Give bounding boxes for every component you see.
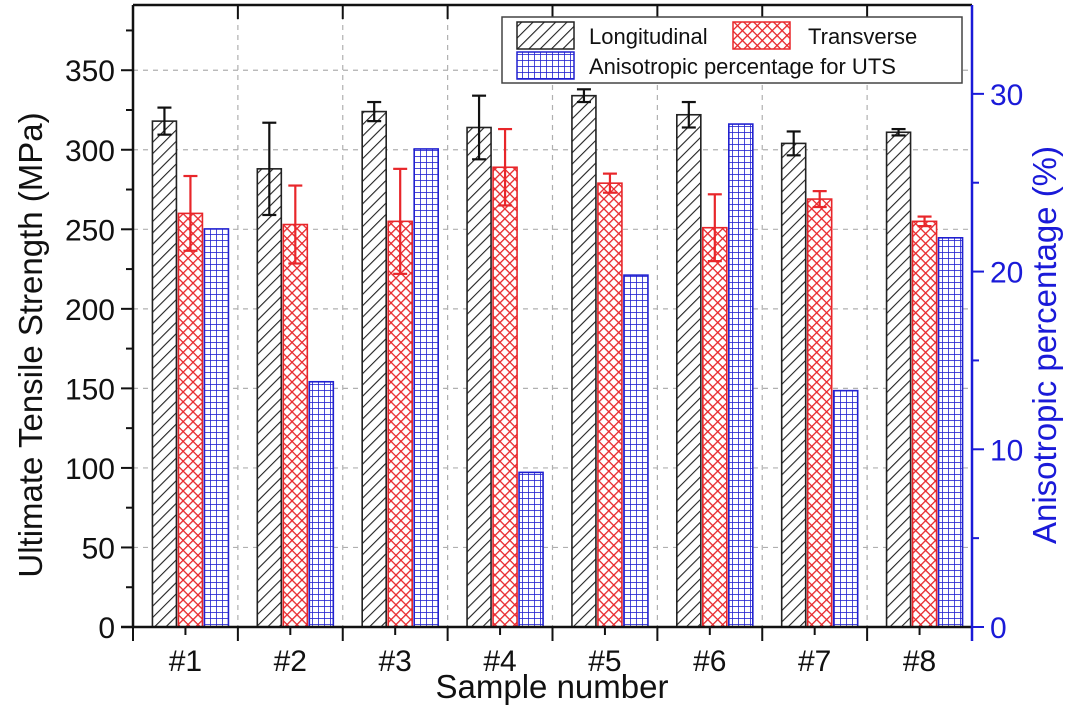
tick-labels: #1 #2 #3 #4 #5 #6 #7 #8 0 50 100 150 200 250 300 350 0 10…: [65, 55, 1023, 678]
legend-box: [501, 16, 963, 84]
bar-anisotropic-7: [832, 389, 859, 628]
y2-tick-label: 20: [990, 257, 1023, 290]
y-tick-label: 250: [65, 214, 115, 247]
bar-longitudinal-2: [256, 168, 283, 628]
x-tick-label: #5: [588, 645, 621, 678]
legend-swatch-longitudinal: [516, 21, 575, 50]
bar-longitudinal-6: [676, 113, 702, 628]
bar-anisotropic-1: [203, 228, 230, 628]
bar-anisotropic-4: [518, 471, 544, 628]
y-axis-title: Ultimate Tensile Strength (MPa): [12, 112, 49, 577]
legend-item-transverse: Transverse: [732, 21, 917, 50]
error-bars: [157, 88, 932, 275]
bar-anisotropic-5: [623, 274, 649, 628]
x-tick-label: #2: [274, 645, 307, 678]
y-tick-label: 150: [65, 373, 115, 406]
legend-swatch-anisotropic: [516, 51, 575, 80]
x-tick-label: #6: [693, 645, 726, 678]
y2-tick-label: 30: [990, 79, 1023, 112]
bar-transverse-8: [911, 220, 938, 628]
legend-item-longitudinal: Longitudinal: [516, 21, 708, 50]
bar-longitudinal-8: [885, 131, 912, 628]
bar-anisotropic-3: [413, 148, 439, 628]
bar-transverse-4: [492, 166, 518, 628]
bar-transverse-2: [282, 223, 309, 628]
x-tick-label: #1: [169, 645, 202, 678]
x-axis-title: Sample number: [436, 668, 669, 705]
bar-longitudinal-5: [571, 94, 597, 628]
y-tick-label: 100: [65, 453, 115, 486]
y-tick-label: 50: [82, 532, 115, 565]
bar-anisotropic-8: [937, 237, 964, 628]
bar-transverse-3: [387, 220, 413, 628]
bar-anisotropic-6: [728, 123, 754, 628]
x-tick-label: #4: [483, 645, 516, 678]
y-tick-label: 300: [65, 135, 115, 168]
bar-longitudinal-7: [780, 142, 807, 628]
bars: [151, 94, 964, 628]
axes: [121, 3, 984, 641]
legend: Longitudinal Transverse Anisotropic perc…: [501, 16, 963, 84]
bar-transverse-7: [806, 198, 833, 628]
bar-transverse-6: [702, 226, 728, 628]
bar-longitudinal-3: [361, 110, 387, 628]
x-tick-label: #7: [798, 645, 831, 678]
legend-label-longitudinal: Longitudinal: [589, 24, 708, 49]
y2-tick-label: 10: [990, 434, 1023, 467]
y-tick-label: 0: [98, 612, 115, 645]
bar-anisotropic-2: [308, 380, 335, 628]
y-tick-label: 350: [65, 55, 115, 88]
bar-transverse-5: [597, 182, 623, 628]
legend-label-anisotropic: Anisotropic percentage for UTS: [589, 54, 896, 79]
legend-label-transverse: Transverse: [808, 24, 917, 49]
bar-longitudinal-1: [151, 120, 178, 628]
y2-axis-title: Anisotropic percentage (%): [1026, 146, 1063, 544]
bar-transverse-1: [177, 212, 204, 628]
legend-item-anisotropic: Anisotropic percentage for UTS: [516, 51, 896, 80]
x-tick-label: #3: [379, 645, 412, 678]
x-tick-label: #8: [903, 645, 936, 678]
y2-tick-label: 0: [990, 612, 1007, 645]
gridlines: [133, 5, 972, 627]
bar-longitudinal-4: [466, 126, 492, 628]
y-tick-label: 200: [65, 294, 115, 327]
legend-swatch-transverse: [732, 21, 791, 50]
